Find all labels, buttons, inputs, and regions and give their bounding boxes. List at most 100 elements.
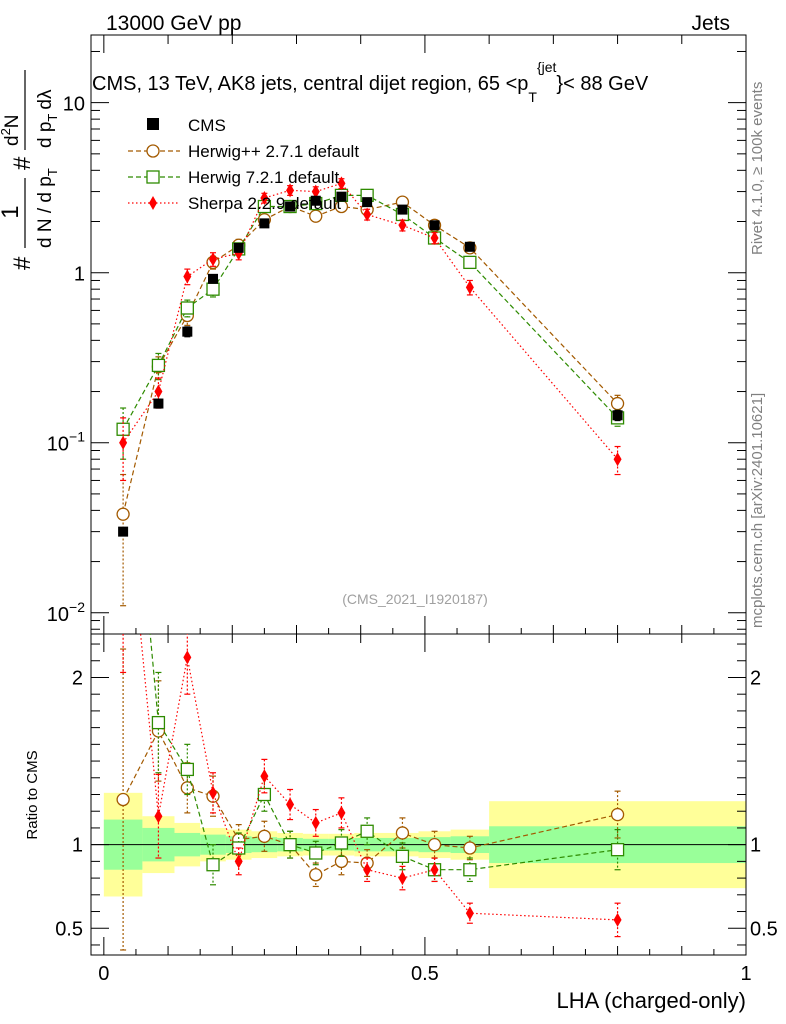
main-y-axis-label: # 1 d N / d pT # d2N d pTdλ — [0, 70, 60, 270]
sherpa-point — [311, 184, 320, 199]
cms-point — [336, 191, 347, 202]
x-tick-label: 0.5 — [411, 963, 439, 985]
sherpa-point — [337, 805, 346, 820]
herwig7-point — [395, 849, 410, 864]
analysis-watermark: (CMS_2021_I1920187) — [342, 591, 488, 607]
cms-point — [118, 526, 129, 537]
herwig7-point — [180, 762, 194, 777]
sherpa-point — [311, 815, 320, 830]
sherpa-point — [154, 809, 163, 824]
sherpa-point — [209, 252, 218, 267]
cms-point — [612, 410, 623, 421]
ratio-y-tick-label-left: 2 — [72, 667, 83, 689]
sherpa-point — [363, 207, 372, 222]
sherpa-point — [260, 769, 269, 784]
sherpa-series-line — [122, 182, 619, 460]
y-label-one: 1 — [0, 205, 24, 218]
herwigpp-point — [610, 807, 625, 822]
y-label-hash-2: # — [9, 156, 36, 170]
sherpa-point — [398, 218, 407, 233]
data-marks — [116, 176, 625, 951]
main-y-tick-label: 1 — [74, 264, 85, 286]
sherpa-point — [398, 871, 407, 886]
herwig7-point — [334, 836, 349, 850]
legend: CMS Herwig++ 2.7.1 default Herwig 7.2.1 … — [128, 116, 359, 213]
sherpa-point — [337, 176, 346, 191]
y-label-denominator-1: d N / d pT — [35, 168, 60, 248]
x-tick-label: 1 — [740, 963, 751, 985]
sherpa-point — [209, 785, 218, 800]
main-y-tick-label: 10−2 — [47, 599, 85, 626]
main-y-tick-label: 10 — [63, 94, 85, 116]
cms-point — [182, 326, 193, 337]
sherpa-point — [183, 650, 192, 665]
herwig7-point — [360, 824, 374, 838]
herwig7-point — [151, 358, 166, 373]
legend-marker-sherpa — [149, 196, 157, 210]
cms-point — [208, 273, 219, 284]
herwigpp-point — [610, 396, 625, 411]
cms-point — [429, 220, 440, 231]
herwig7-point — [257, 787, 272, 802]
herwigpp-point — [463, 841, 477, 855]
sherpa-series-line — [139, 634, 618, 921]
cms-point — [285, 201, 296, 212]
ratio-y-tick-label-right: 0.5 — [750, 918, 778, 940]
herwigpp-point — [116, 792, 130, 807]
rivet-version-label: Rivet 4.1.0, ≥ 100k events — [749, 82, 766, 255]
cms-point — [259, 218, 270, 229]
main-y-tick-label: 10−1 — [47, 429, 85, 456]
sherpa-point — [286, 183, 295, 198]
cms-point — [362, 197, 373, 208]
plot-title: CMS, 13 TeV, AK8 jets, central dijet reg… — [92, 59, 649, 105]
header-left-label: 13000 GeV pp — [106, 12, 241, 35]
sherpa-point — [613, 912, 622, 927]
ratio-y-tick-label-left: 1 — [72, 835, 83, 857]
herwig7-point — [463, 255, 477, 270]
herwig7-point — [206, 858, 220, 872]
y-label-denominator-2: d pTdλ — [35, 89, 60, 148]
main-panel-marks — [116, 176, 625, 607]
cms-point — [233, 242, 244, 253]
x-axis-label: LHA (charged-only) — [556, 988, 746, 1013]
herwigpp-point — [257, 829, 272, 843]
herwig7-point — [117, 337, 129, 349]
legend-label-herwig7: Herwig 7.2.1 default — [188, 168, 339, 187]
herwig7-point — [151, 715, 166, 730]
ratio-y-axis-label: Ratio to CMS — [24, 750, 41, 839]
cms-point — [464, 241, 475, 252]
herwig7-point — [309, 846, 323, 860]
sherpa-point — [260, 190, 269, 205]
sherpa-point — [465, 280, 474, 295]
herwigpp-point — [309, 868, 323, 882]
legend-label-herwigpp: Herwig++ 2.7.1 default — [188, 142, 359, 161]
sherpa-point — [154, 384, 163, 399]
cms-point — [397, 204, 408, 215]
legend-marker-cms — [147, 118, 159, 130]
sherpa-point — [363, 862, 372, 877]
y-label-numerator-2: d2N — [0, 114, 23, 146]
cms-point — [310, 195, 321, 206]
herwig7-point — [206, 282, 220, 296]
herwig7-point — [610, 843, 625, 857]
sherpa-point — [430, 862, 439, 877]
sherpa-point — [613, 452, 622, 467]
herwig7-point — [180, 301, 194, 315]
ratio-y-tick-label-right: 2 — [750, 667, 761, 689]
header-right-label: Jets — [691, 12, 730, 35]
herwigpp-point — [116, 507, 130, 521]
herwig7-point — [116, 422, 130, 436]
legend-label-sherpa: Sherpa 2.2.9 default — [188, 194, 341, 213]
herwigpp-point — [334, 854, 349, 869]
herwigpp-series-line — [122, 201, 619, 515]
sherpa-point — [465, 906, 474, 921]
mcplots-label: mcplots.cern.ch [arXiv:2401.10621] — [749, 393, 766, 628]
axis-ticks: 10−2 10−1 1 10 0 0.5 1 0.5 0.5 1 1 2 2 — [47, 35, 778, 985]
herwig7-point — [283, 838, 297, 852]
herwigpp-point — [427, 838, 442, 852]
sherpa-point — [234, 854, 243, 869]
y-label-hash-1: # — [9, 256, 36, 270]
sherpa-point — [430, 230, 439, 245]
sherpa-point — [119, 435, 128, 450]
